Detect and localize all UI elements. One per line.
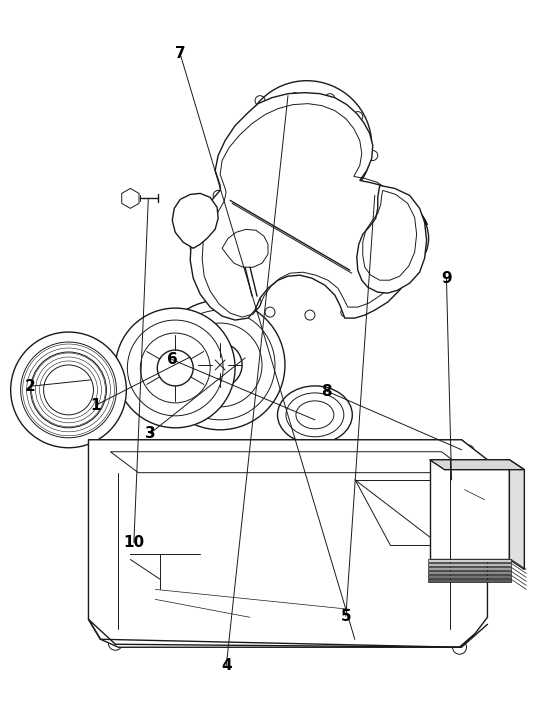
Text: 4: 4 [221, 658, 232, 673]
Polygon shape [429, 460, 524, 470]
Polygon shape [428, 560, 511, 563]
Text: 7: 7 [175, 46, 185, 61]
Polygon shape [510, 460, 524, 570]
Text: 1: 1 [90, 398, 101, 412]
Polygon shape [190, 92, 417, 320]
Text: 5: 5 [341, 608, 351, 624]
Text: 10: 10 [123, 535, 144, 550]
Text: 6: 6 [167, 352, 177, 367]
Circle shape [116, 308, 235, 428]
Polygon shape [88, 440, 487, 647]
Polygon shape [357, 185, 427, 293]
Polygon shape [222, 229, 268, 267]
Polygon shape [429, 460, 510, 560]
Circle shape [11, 332, 126, 448]
Polygon shape [130, 479, 440, 625]
Polygon shape [428, 575, 511, 578]
Polygon shape [428, 563, 511, 566]
Polygon shape [172, 193, 218, 248]
Text: 2: 2 [25, 379, 36, 394]
Polygon shape [428, 572, 511, 575]
Text: 3: 3 [145, 426, 155, 441]
Polygon shape [355, 479, 440, 544]
Polygon shape [122, 188, 139, 209]
Text: 9: 9 [441, 271, 452, 286]
Polygon shape [428, 568, 511, 570]
Ellipse shape [277, 386, 352, 443]
Circle shape [155, 300, 285, 430]
Polygon shape [88, 440, 492, 465]
Text: 8: 8 [322, 384, 332, 398]
Polygon shape [428, 580, 511, 582]
